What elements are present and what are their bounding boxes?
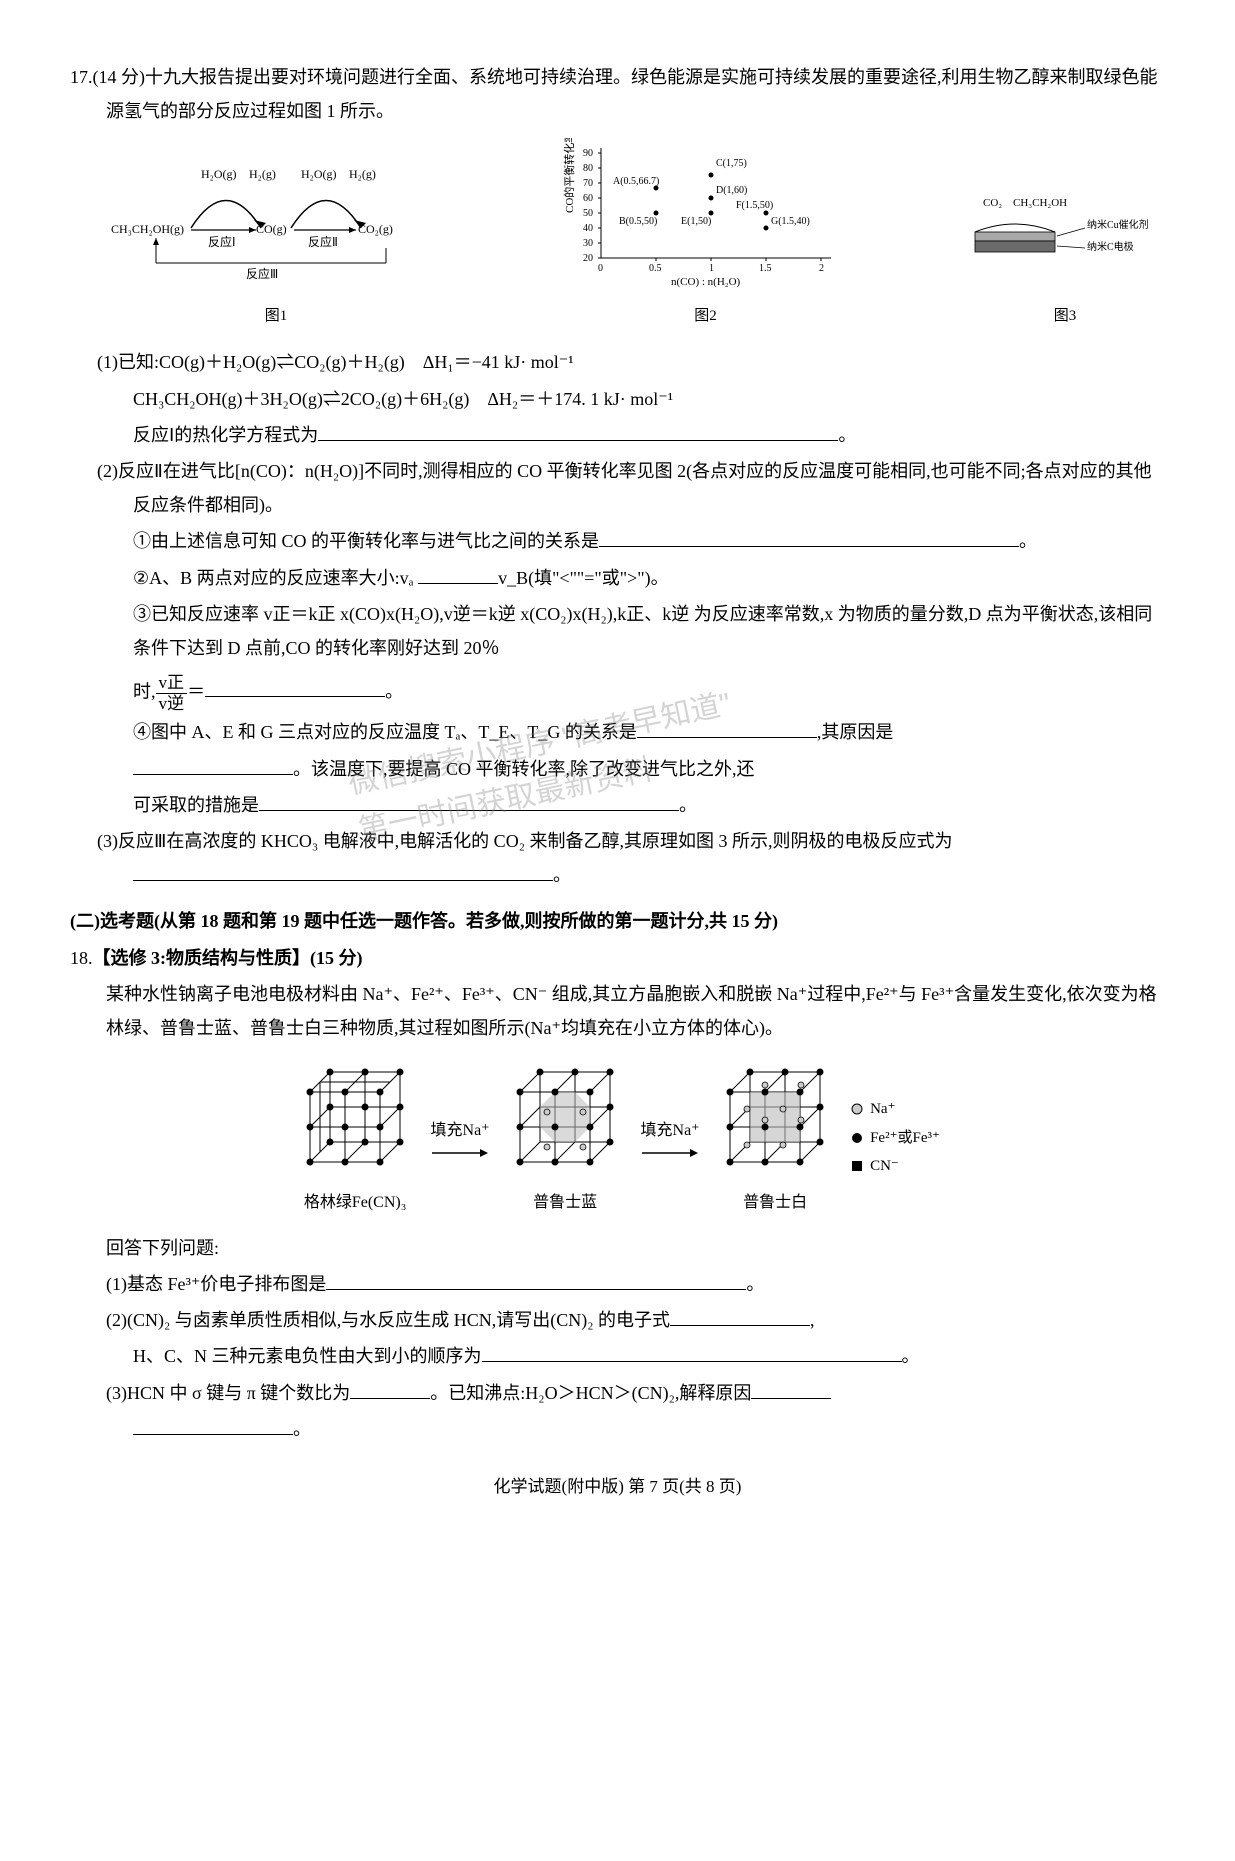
- svg-text:0.5: 0.5: [649, 263, 662, 274]
- svg-text:20: 20: [583, 253, 593, 264]
- q18-part2b: H、C、N 三种元素电负性由大到小的顺序为。: [70, 1339, 1165, 1373]
- blank[interactable]: [637, 717, 817, 739]
- svg-text:70: 70: [583, 178, 593, 189]
- svg-text:0: 0: [598, 263, 603, 274]
- crystal-2: 普鲁士蓝: [505, 1057, 625, 1219]
- q18-intro: 某种水性钠离子电池电极材料由 Na⁺、Fe²⁺、Fe³⁺、CN⁻ 组成,其立方晶…: [70, 977, 1165, 1045]
- blank[interactable]: [482, 1341, 902, 1363]
- q17-part2-sub1: ①由上述信息可知 CO 的平衡转化率与进气比之间的关系是。: [70, 524, 1165, 558]
- q17-part2-sub2: ②A、B 两点对应的反应速率大小:vₐ v_B(填"<""="或">")。: [70, 561, 1165, 595]
- blank[interactable]: [133, 860, 553, 882]
- svg-text:90: 90: [583, 148, 593, 159]
- crystal-row: 格林绿Fe(CN)₃ 填充Na⁺: [70, 1057, 1165, 1219]
- q17-part2-sub4: ④图中 A、E 和 G 三点对应的反应温度 Tₐ、T_E、T_G 的关系是,其原…: [70, 715, 1165, 749]
- blank[interactable]: [326, 1268, 746, 1290]
- svg-text:80: 80: [583, 163, 593, 174]
- crystal-3: 普鲁士白: [715, 1057, 835, 1219]
- svg-text:反应Ⅱ: 反应Ⅱ: [308, 234, 338, 249]
- svg-text:CH₃CH₂OH(g): CH₃CH₂OH(g): [111, 222, 184, 236]
- blank[interactable]: [205, 676, 385, 698]
- svg-text:D(1,60): D(1,60): [716, 185, 747, 196]
- q17-part1-eq2: CH₃CH₂OH(g)＋3H₂O(g)⇌2CO₂(g)＋6H₂(g) ΔH₂＝＋…: [70, 382, 1165, 416]
- svg-text:反应Ⅲ: 反应Ⅲ: [246, 266, 278, 281]
- q18-header: 18.【选修 3:物质结构与性质】(15 分): [70, 941, 1165, 975]
- q17-number: 17.: [70, 67, 93, 87]
- svg-text:E(1,50): E(1,50): [681, 216, 711, 227]
- svg-text:1: 1: [709, 263, 714, 274]
- fig1: H₂O(g) H₂(g) H₂O(g) H₂(g) CH₃CH₂OH(g) CO…: [106, 158, 446, 330]
- blank[interactable]: [133, 1413, 293, 1435]
- svg-text:H₂O(g): H₂O(g): [301, 167, 337, 181]
- arrow-2: 填充Na⁺: [640, 1116, 700, 1160]
- svg-text:n(CO) : n(H₂O): n(CO) : n(H₂O): [671, 276, 741, 288]
- fraction: v正v逆: [156, 673, 188, 713]
- svg-text:B(0.5,50): B(0.5,50): [619, 216, 657, 227]
- q17-part2: (2)反应Ⅱ在进气比[n(CO)：n(H₂O)]不同时,测得相应的 CO 平衡转…: [70, 454, 1165, 522]
- fig2: CO的平衡转化率/% 20 30 40 50 60 70 80 90 0 0.5…: [561, 138, 851, 330]
- blank[interactable]: [133, 753, 293, 775]
- q18-part3b: 。: [70, 1412, 1165, 1446]
- blank[interactable]: [418, 562, 498, 584]
- page-footer: 化学试题(附中版) 第 7 页(共 8 页): [70, 1471, 1165, 1503]
- svg-text:2: 2: [819, 263, 824, 274]
- crystal-1: 格林绿Fe(CN)₃: [295, 1057, 415, 1219]
- svg-text:纳米Cu催化剂: 纳米Cu催化剂: [1087, 218, 1149, 231]
- q18-part3: (3)HCN 中 σ 键与 π 键个数比为。已知沸点:H₂O＞HCN＞(CN)₂…: [70, 1376, 1165, 1410]
- svg-text:H₂(g): H₂(g): [349, 167, 376, 181]
- blank[interactable]: [599, 526, 1019, 548]
- q17-intro: 十九大报告提出要对环境问题进行全面、系统地可持续治理。绿色能源是实施可持续发展的…: [106, 67, 1158, 121]
- svg-text:G(1.5,40): G(1.5,40): [771, 216, 810, 227]
- fig1-caption: 图1: [106, 302, 446, 331]
- q17-part3: (3)反应Ⅲ在高浓度的 KHCO₃ 电解液中,电解活化的 CO₂ 来制备乙醇,其…: [70, 824, 1165, 892]
- q17-points: (14 分): [93, 67, 146, 87]
- blank[interactable]: [670, 1305, 810, 1327]
- section2-header: (二)选考题(从第 18 题和第 19 题中任选一题作答。若多做,则按所做的第一…: [70, 904, 1165, 938]
- q17-part2-sub3: ③已知反应速率 v正＝k正 x(CO)x(H₂O),v逆＝k逆 x(CO₂)x(…: [70, 597, 1165, 665]
- q17-part1: (1)已知:CO(g)＋H₂O(g)⇌CO₂(g)＋H₂(g) ΔH₁＝−41 …: [70, 345, 1165, 379]
- svg-text:CO(g): CO(g): [256, 222, 287, 236]
- q17-part2-sub3b: 时,v正v逆＝。: [70, 673, 1165, 713]
- blank[interactable]: [350, 1377, 430, 1399]
- svg-text:H₂O(g): H₂O(g): [201, 167, 237, 181]
- svg-text:纳米C电极: 纳米C电极: [1087, 240, 1134, 253]
- svg-text:50: 50: [583, 208, 593, 219]
- svg-text:C(1,75): C(1,75): [716, 158, 747, 169]
- q17: 17.(14 分)十九大报告提出要对环境问题进行全面、系统地可持续治理。绿色能源…: [70, 60, 1165, 128]
- svg-text:40: 40: [583, 223, 593, 234]
- fig3-caption: 图3: [965, 302, 1165, 331]
- svg-text:30: 30: [583, 238, 593, 249]
- q18-followup: 回答下列问题:: [70, 1231, 1165, 1265]
- q17-part2-sub4b: 。该温度下,要提高 CO 平衡转化率,除了改变进气比之外,还: [70, 752, 1165, 786]
- svg-text:CH₃CH₂OH: CH₃CH₂OH: [1013, 197, 1067, 209]
- svg-text:1.5: 1.5: [759, 263, 772, 274]
- svg-text:CO的平衡转化率/%: CO的平衡转化率/%: [562, 138, 576, 213]
- q17-figures: H₂O(g) H₂(g) H₂O(g) H₂(g) CH₃CH₂OH(g) CO…: [106, 138, 1165, 330]
- svg-text:F(1.5,50): F(1.5,50): [736, 200, 773, 211]
- legend: Na⁺ Fe²⁺或Fe³⁺ CN⁻: [850, 1095, 940, 1181]
- blank[interactable]: [751, 1377, 831, 1399]
- q17-part1-prompt: 反应Ⅰ的热化学方程式为。: [70, 418, 1165, 452]
- svg-text:CO₂: CO₂: [983, 197, 1002, 209]
- blank[interactable]: [259, 789, 679, 811]
- fig2-caption: 图2: [561, 302, 851, 331]
- arrow-1: 填充Na⁺: [430, 1116, 490, 1160]
- svg-text:A(0.5,66.7): A(0.5,66.7): [613, 176, 659, 187]
- q17-part2-sub4c: 可采取的措施是。: [70, 788, 1165, 822]
- q18-part2a: (2)(CN)₂ 与卤素单质性质相似,与水反应生成 HCN,请写出(CN)₂ 的…: [70, 1303, 1165, 1337]
- q18-part1: (1)基态 Fe³⁺价电子排布图是。: [70, 1267, 1165, 1301]
- svg-text:60: 60: [583, 193, 593, 204]
- svg-text:反应Ⅰ: 反应Ⅰ: [208, 234, 236, 249]
- svg-text:CO₂(g): CO₂(g): [358, 222, 393, 236]
- blank[interactable]: [318, 419, 838, 441]
- svg-text:H₂(g): H₂(g): [249, 167, 276, 181]
- fig3: CO₂ CH₃CH₂OH 纳米Cu催化剂 纳米C电极 图3: [965, 188, 1165, 330]
